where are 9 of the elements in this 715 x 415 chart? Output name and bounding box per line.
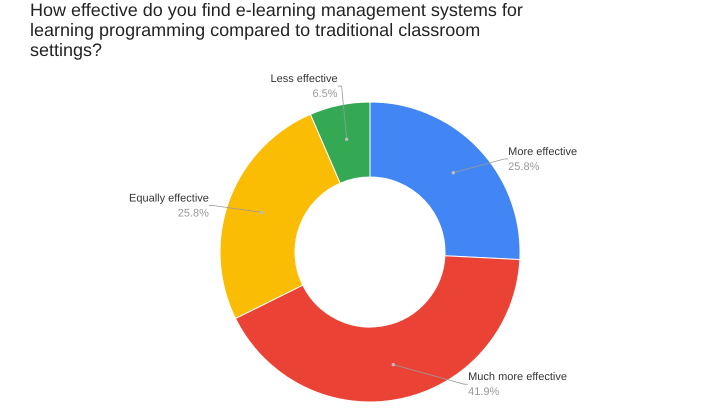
data-label: 41.9% — [468, 386, 500, 398]
slice-label: More effective — [508, 146, 578, 158]
slice-label: Much more effective — [468, 371, 567, 384]
chart-title: How effective do you find e-learning management systems for learning programming compared to traditional classroom settings? — [30, 0, 523, 60]
slice-label: Less effective — [270, 73, 338, 85]
data-label: 25.8% — [508, 160, 540, 173]
data-label: 25.8% — [178, 207, 210, 220]
slice-label: Equally effective — [129, 192, 209, 204]
data-label: 6.5% — [312, 88, 338, 100]
